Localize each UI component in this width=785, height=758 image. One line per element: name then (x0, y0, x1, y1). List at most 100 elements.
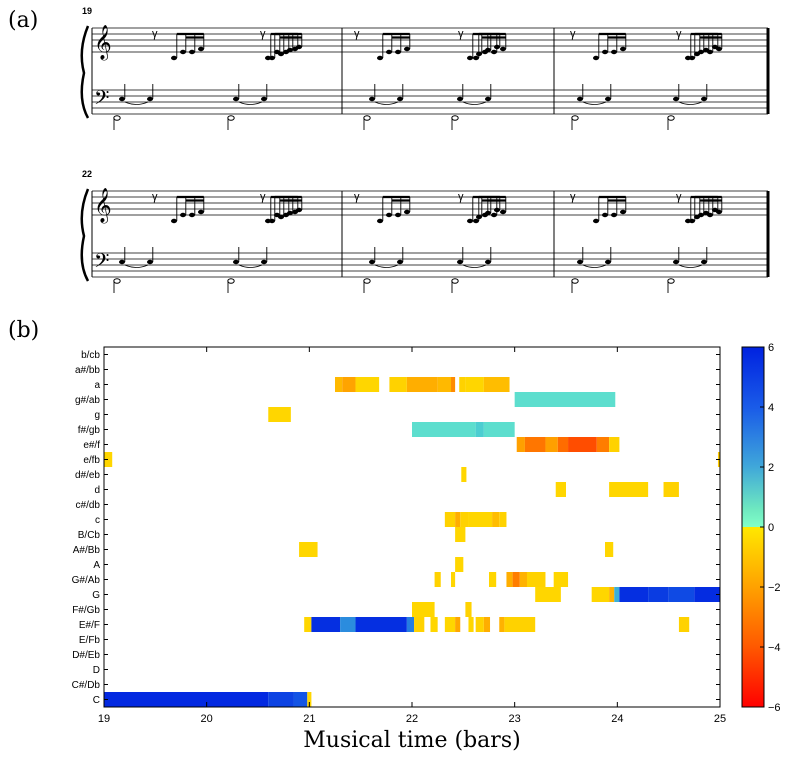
axis-ticks (103, 347, 721, 707)
heatmap-cell (483, 377, 510, 392)
heatmap-cell (461, 467, 467, 482)
heatmap-cell (389, 377, 407, 392)
y-tick-label: F#/Gb (72, 605, 100, 616)
note-head (473, 55, 479, 61)
note-head (404, 209, 410, 215)
heatmap-cell (596, 437, 610, 452)
heatmap-cell (304, 617, 312, 632)
heatmap-cell (591, 587, 610, 602)
tie (678, 101, 703, 105)
plot-frame (103, 346, 721, 708)
grand-staff-brace (80, 188, 90, 282)
y-tick-label: b/cb (81, 350, 100, 361)
heatmap-cell (268, 692, 294, 707)
note-head (611, 212, 617, 218)
x-tick-label: 19 (98, 713, 110, 725)
rest: γ (354, 191, 360, 203)
y-tick-label: c#/db (76, 500, 101, 511)
heatmap-cell (553, 572, 569, 587)
tie (124, 101, 149, 105)
colorbar-tick-label: 2 (768, 462, 774, 474)
rest: γ (260, 28, 266, 40)
tie (238, 101, 263, 105)
note-head (274, 212, 280, 218)
rest: γ (570, 191, 576, 203)
y-tick-label: e#/f (83, 440, 100, 451)
tie (462, 101, 487, 105)
heatmap-cell (412, 422, 476, 437)
heatmap-cell (609, 587, 615, 602)
heatmap-cell (451, 377, 456, 392)
note-head (689, 218, 695, 224)
note-head (171, 55, 177, 61)
heatmap-cell (524, 437, 546, 452)
colorbar-tick-label: 4 (768, 402, 774, 414)
heatmap-cell (311, 617, 341, 632)
heatmap-cell (406, 377, 438, 392)
note-head (491, 49, 497, 55)
note-head (292, 46, 298, 52)
heatmap-cell (340, 617, 356, 632)
note-head (491, 212, 497, 218)
heatmap-cells (104, 377, 720, 707)
heatmap-cell (526, 572, 546, 587)
note-head (620, 46, 626, 52)
note-head (467, 218, 473, 224)
heatmap-cell (504, 617, 536, 632)
note-head (119, 96, 125, 102)
heatmap-cell (475, 617, 484, 632)
heatmap-cell (104, 452, 113, 467)
heatmap-cell (444, 617, 456, 632)
rest: γ (458, 28, 464, 40)
note-head (233, 96, 239, 102)
music-score: 19 22 𝄞 𝄢 γ γ γ γ γ γ 𝄞 𝄢 γ γ γ γ γ γ (80, 6, 770, 293)
note-head (233, 259, 239, 265)
colorbar-ticks: 6 4 2 0 −2 −4 −6 (760, 342, 781, 714)
note-head (283, 49, 289, 55)
rest: γ (354, 28, 360, 40)
note-head (605, 96, 611, 102)
heatmap-cell (489, 572, 497, 587)
note-head (485, 259, 491, 265)
note-head (500, 46, 506, 52)
y-tick-label: C (93, 695, 100, 706)
heatmap-cell (293, 692, 308, 707)
note-head (369, 96, 375, 102)
y-tick-label: G (92, 590, 100, 601)
note-head (457, 259, 463, 265)
heatmap-cell (465, 602, 472, 617)
note-head (180, 212, 186, 218)
note-head (698, 212, 704, 218)
heatmap-cell (555, 482, 566, 497)
y-tick-label: a#/bb (75, 365, 100, 376)
heatmap-cell (455, 557, 464, 572)
heatmap-cell (475, 422, 484, 437)
note-head (395, 212, 401, 218)
heatmap-cell (455, 527, 466, 542)
y-tick-label: d#/eb (75, 470, 100, 481)
heatmap-cell (506, 572, 513, 587)
note-head (283, 212, 289, 218)
rest: γ (676, 191, 682, 203)
rest: γ (152, 191, 158, 203)
bass-clef: 𝄢 (94, 250, 109, 277)
note-head (377, 55, 383, 61)
heatmap-cell (483, 617, 491, 632)
heatmap-cell (568, 437, 597, 452)
heatmap-cell (605, 542, 614, 557)
y-tick-label: f#/gb (78, 425, 101, 436)
note-head (482, 49, 488, 55)
y-tick-label: c (95, 515, 100, 526)
heatmap-cell (307, 692, 312, 707)
rest: γ (570, 28, 576, 40)
heatmap-cell (678, 617, 690, 632)
heatmap-cell (412, 602, 435, 617)
rest: γ (676, 28, 682, 40)
note-head (577, 96, 583, 102)
x-axis-label: Musical time (bars) (303, 728, 521, 753)
y-tick-label: E#/F (79, 620, 100, 631)
note-head (716, 46, 722, 52)
note-head (620, 209, 626, 215)
bass-clef: 𝄢 (94, 87, 109, 114)
